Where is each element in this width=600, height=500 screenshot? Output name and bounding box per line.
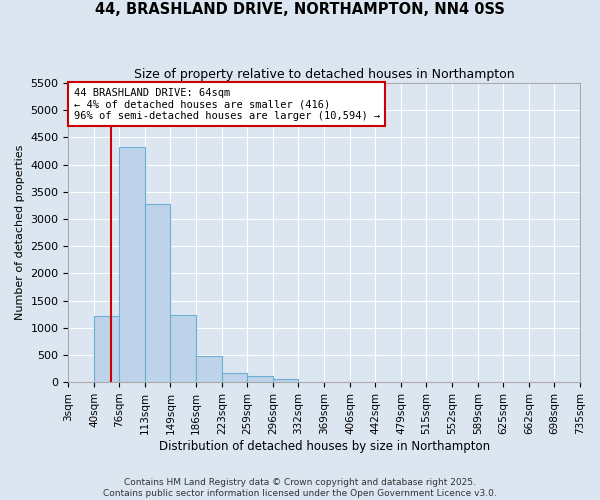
Text: 44 BRASHLAND DRIVE: 64sqm
← 4% of detached houses are smaller (416)
96% of semi-: 44 BRASHLAND DRIVE: 64sqm ← 4% of detach… (74, 88, 380, 120)
X-axis label: Distribution of detached houses by size in Northampton: Distribution of detached houses by size … (158, 440, 490, 452)
Y-axis label: Number of detached properties: Number of detached properties (15, 145, 25, 320)
Text: Contains HM Land Registry data © Crown copyright and database right 2025.
Contai: Contains HM Land Registry data © Crown c… (103, 478, 497, 498)
Text: 44, BRASHLAND DRIVE, NORTHAMPTON, NN4 0SS: 44, BRASHLAND DRIVE, NORTHAMPTON, NN4 0S… (95, 2, 505, 18)
Bar (222, 373, 247, 382)
Title: Size of property relative to detached houses in Northampton: Size of property relative to detached ho… (134, 68, 515, 80)
Bar (94, 316, 119, 382)
Bar (273, 379, 298, 382)
Bar (247, 376, 273, 382)
Bar (170, 314, 196, 382)
Bar (145, 204, 170, 382)
Bar (196, 356, 222, 382)
Bar (119, 147, 145, 382)
